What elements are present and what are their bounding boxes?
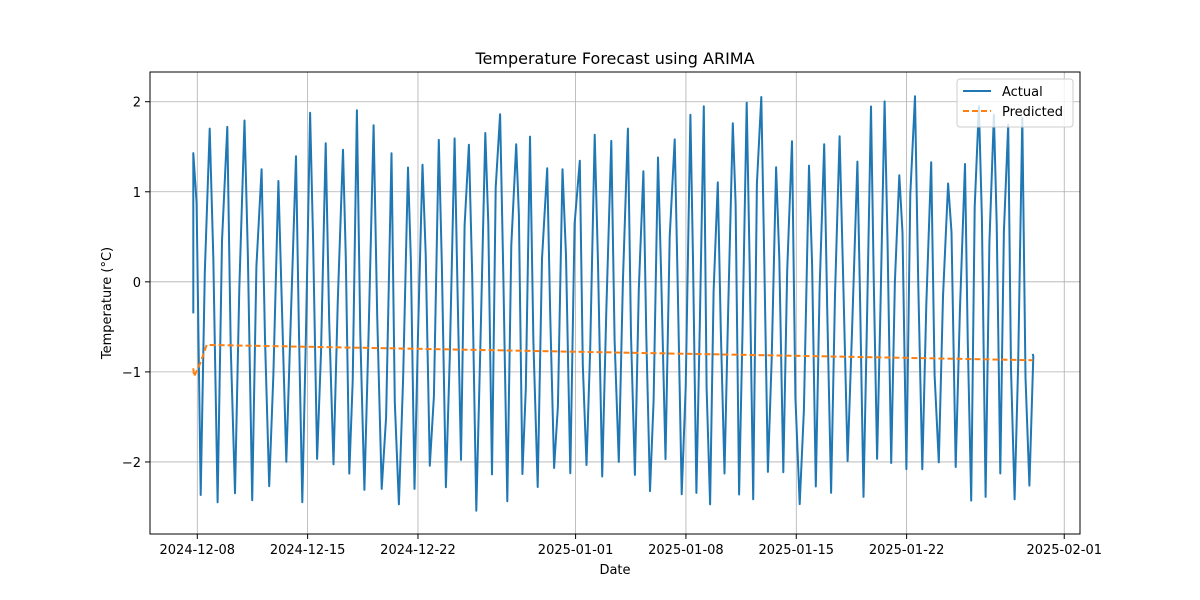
- x-tick-label: 2025-01-01: [538, 543, 614, 558]
- legend: Actual Predicted: [956, 78, 1074, 128]
- y-tick-label: −2: [122, 456, 141, 471]
- x-tick-label: 2024-12-15: [270, 543, 346, 558]
- x-tick-label: 2025-01-22: [869, 543, 945, 558]
- y-tick-label: 1: [133, 186, 141, 201]
- plot-area: [192, 95, 1035, 512]
- y-tick-label: 0: [133, 276, 141, 291]
- y-tick-label: −1: [122, 366, 141, 381]
- series-line-predicted: [192, 343, 1033, 381]
- chart-title: Temperature Forecast using ARIMA: [474, 49, 754, 68]
- series-line-actual: [192, 95, 1035, 512]
- x-tick-label: 2024-12-22: [380, 543, 456, 558]
- plot-frame: [149, 71, 1081, 535]
- y-axis: −2 −1 0 1 2: [122, 96, 150, 471]
- x-tick-label: 2025-01-08: [648, 543, 724, 558]
- x-axis: 2024-12-08 2024-12-15 2024-12-22 2025-01-01…: [160, 534, 1102, 558]
- x-tick-label: 2024-12-08: [160, 543, 236, 558]
- y-axis-label: Temperature (°C): [100, 247, 115, 360]
- y-tick-label: 2: [133, 96, 141, 111]
- x-tick-label: 2025-02-01: [1026, 543, 1102, 558]
- x-tick-label: 2025-01-15: [758, 543, 834, 558]
- legend-label-actual: Actual: [1002, 85, 1043, 100]
- x-axis-label: Date: [599, 563, 630, 578]
- legend-label-predicted: Predicted: [1002, 105, 1063, 120]
